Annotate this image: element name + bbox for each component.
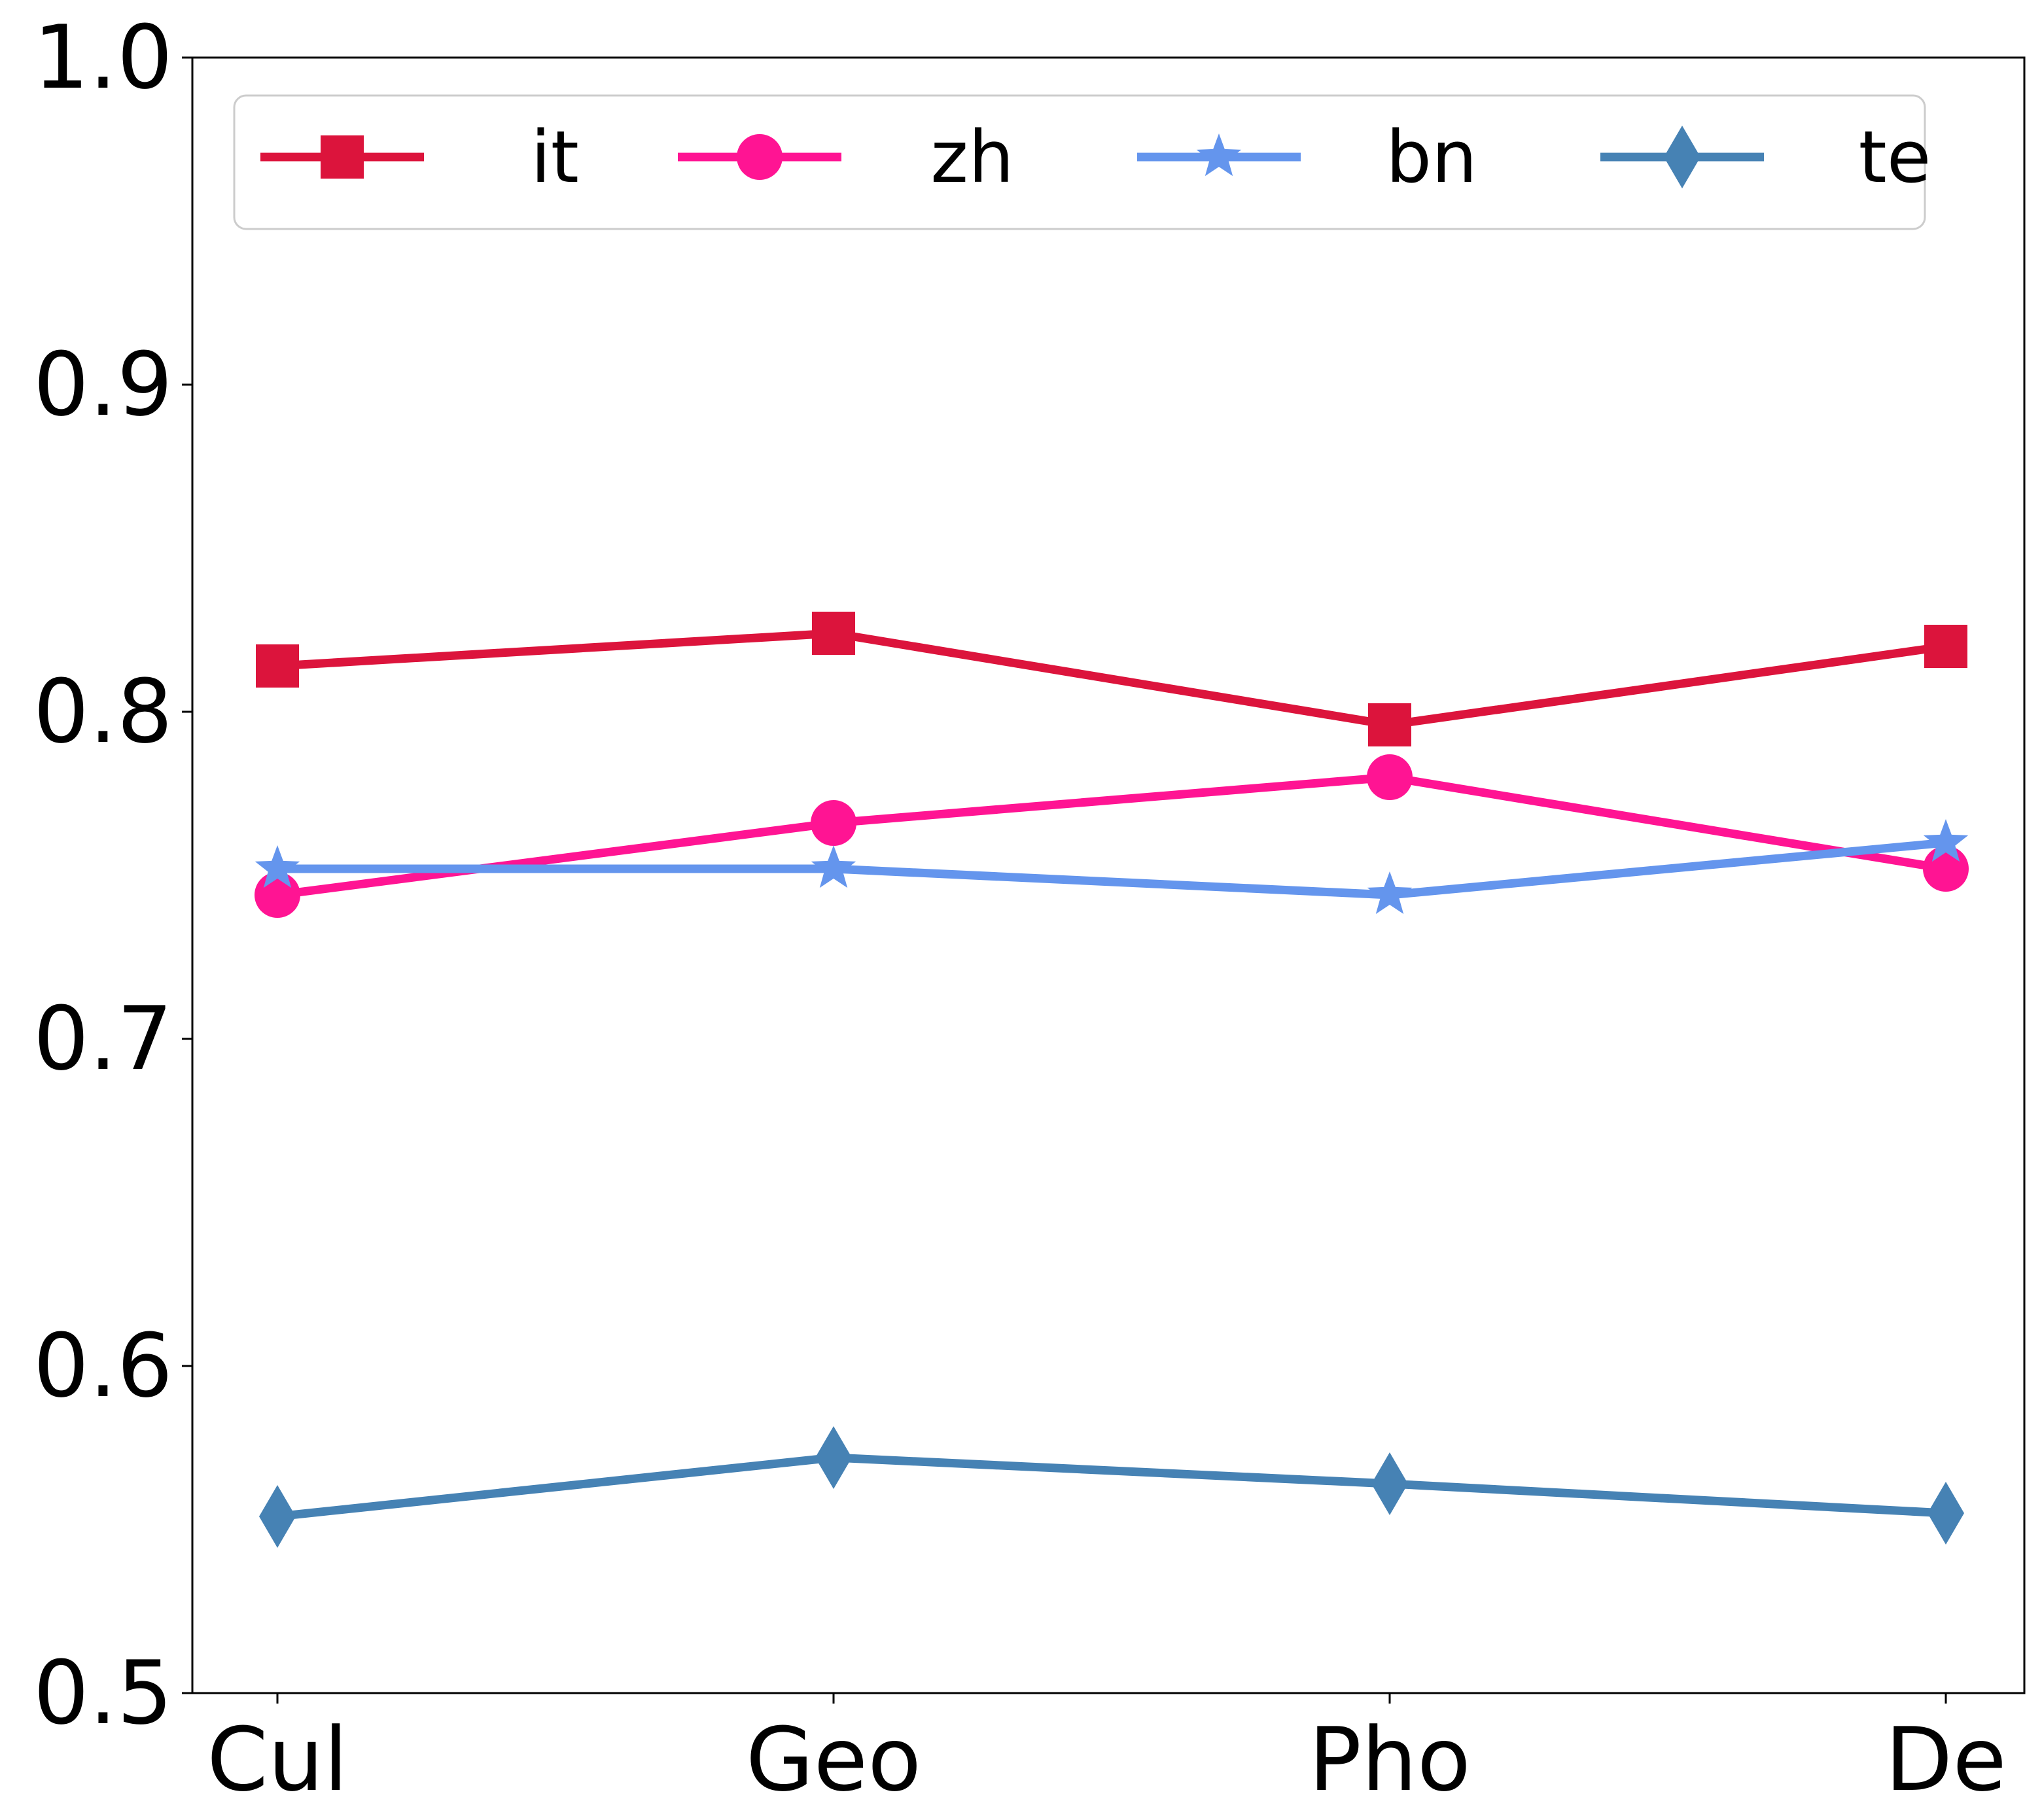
legend-label: it xyxy=(531,115,579,199)
legend-entry-te: te xyxy=(1600,115,1931,199)
series-bn xyxy=(255,819,1969,915)
x-axis: Cul Geo Pho De xyxy=(207,1693,2007,1811)
legend-marker-te xyxy=(1664,126,1700,188)
y-tick-label: 0.8 xyxy=(33,661,173,763)
data-point-te xyxy=(259,1485,296,1548)
series-line-zh xyxy=(277,773,1947,900)
data-point-zh xyxy=(1367,754,1413,800)
data-point-bn xyxy=(811,845,856,888)
legend-entry-zh: zh xyxy=(678,115,1014,199)
series-it xyxy=(256,612,1967,746)
series-line-te xyxy=(277,1453,1946,1521)
legend-label: te xyxy=(1859,115,1931,199)
x-tick-label: Geo xyxy=(746,1709,921,1811)
legend-label: zh xyxy=(930,115,1013,199)
series-layer xyxy=(255,612,1969,1548)
y-tick-label: 0.9 xyxy=(33,334,173,436)
y-tick-label: 0.5 xyxy=(33,1642,173,1744)
y-tick-label: 0.6 xyxy=(33,1315,173,1417)
data-point-te xyxy=(1371,1452,1408,1515)
series-line-it xyxy=(277,629,1946,729)
data-point-zh xyxy=(1923,846,1969,892)
series-te xyxy=(259,1426,1964,1548)
x-tick-label: De xyxy=(1885,1709,2007,1811)
data-point-bn xyxy=(255,845,300,888)
legend-marker-zh xyxy=(737,134,783,180)
legend-marker-it xyxy=(321,135,364,179)
data-point-bn xyxy=(1923,819,1969,862)
plot-frame xyxy=(191,56,2026,1694)
data-point-te xyxy=(815,1426,852,1489)
series-line-bn xyxy=(277,838,1946,900)
legend-box xyxy=(233,94,1926,230)
data-point-bn xyxy=(1367,871,1413,915)
legend: it zh bn te xyxy=(233,94,1931,230)
data-point-te xyxy=(1928,1482,1964,1545)
legend-entry-bn: bn xyxy=(1137,115,1477,199)
x-tick-label: Pho xyxy=(1309,1709,1471,1811)
data-point-it xyxy=(812,612,855,655)
data-point-it xyxy=(1368,703,1411,746)
data-point-zh xyxy=(255,872,300,918)
y-axis: 0.5 0.6 0.7 0.8 0.9 1.0 xyxy=(33,7,192,1744)
legend-label: bn xyxy=(1386,115,1477,199)
data-point-it xyxy=(1924,625,1967,668)
legend-marker-bn xyxy=(1196,133,1242,177)
x-tick-label: Cul xyxy=(207,1709,348,1811)
y-tick-label: 0.7 xyxy=(33,988,173,1090)
data-point-it xyxy=(256,644,299,688)
legend-entry-it: it xyxy=(260,115,579,199)
y-tick-label: 1.0 xyxy=(33,7,173,109)
data-point-zh xyxy=(811,800,856,846)
